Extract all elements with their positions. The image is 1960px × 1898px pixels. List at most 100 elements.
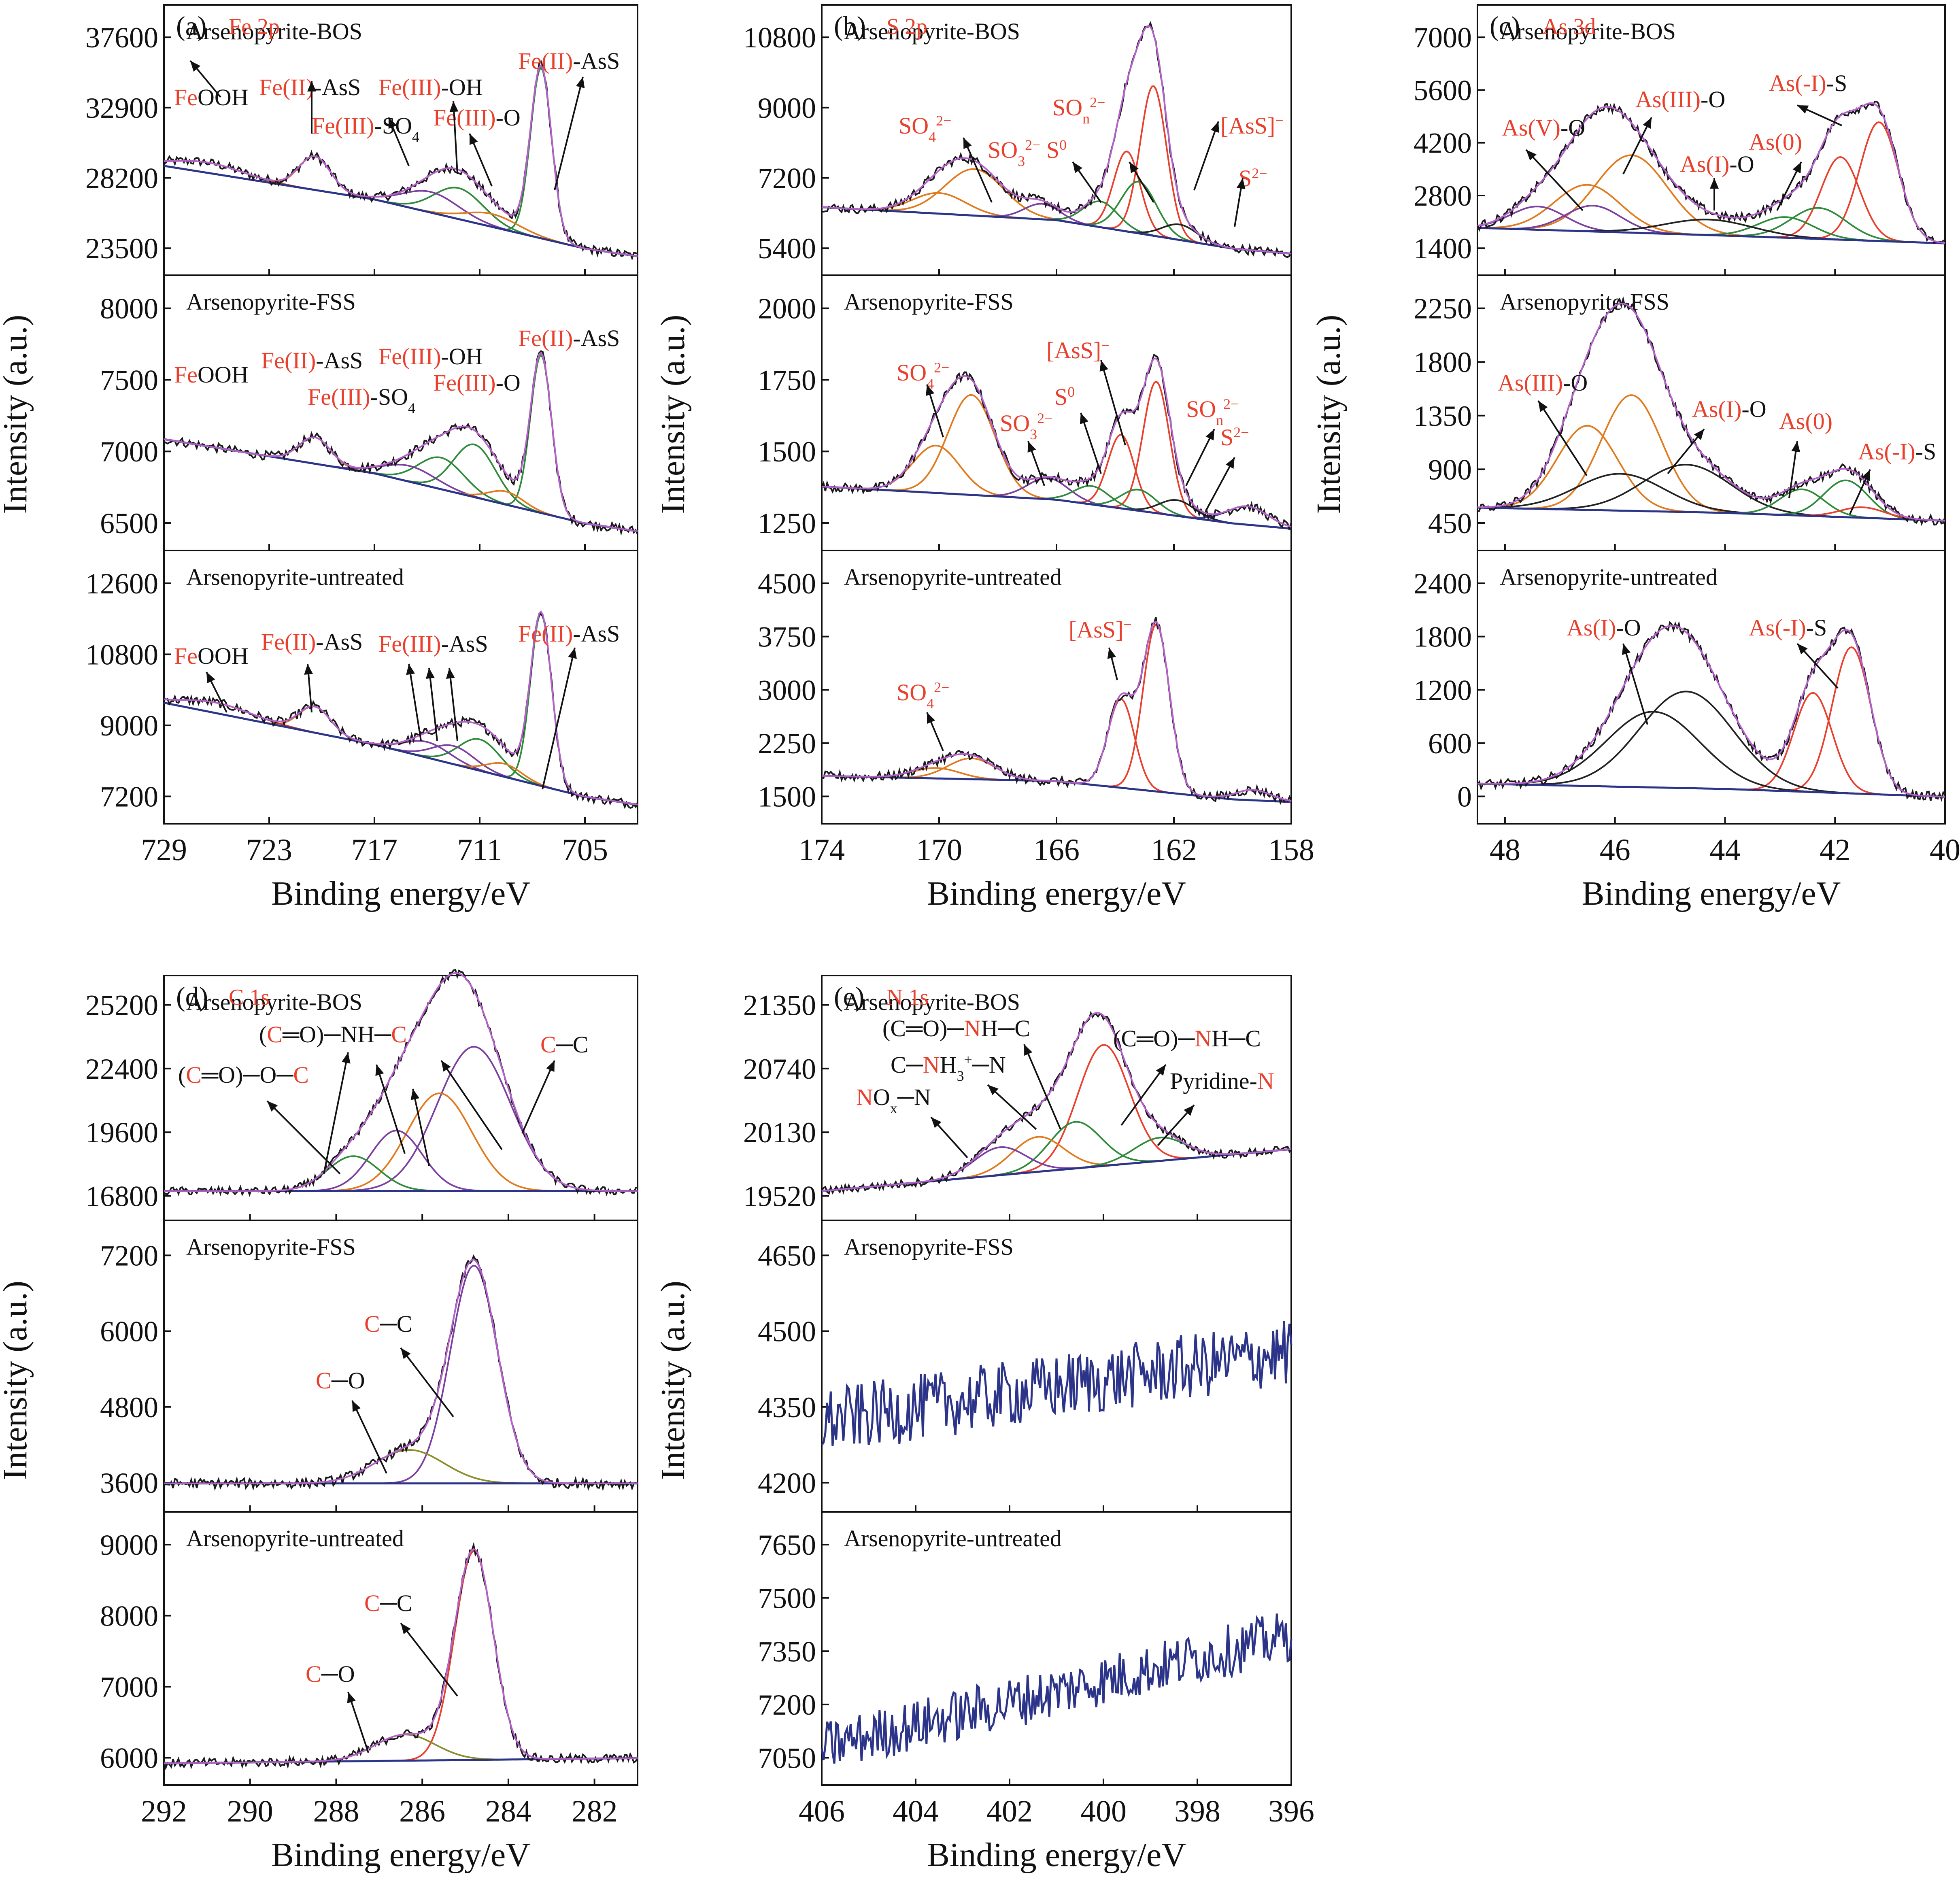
- raw-spectrum: [163, 1542, 638, 1770]
- x-tick-label: 162: [1151, 833, 1197, 867]
- y-tick-label: 1400: [1414, 232, 1472, 265]
- annotation-arrow: [1080, 412, 1102, 474]
- y-tick-label: 5400: [758, 232, 816, 265]
- y-tick-label: 20130: [743, 1116, 816, 1149]
- peak-annotation: Fe(III)-OH: [378, 343, 483, 370]
- annotation-arrow: [1027, 441, 1045, 486]
- panel-c-1: 7000 5600 4200 2800 1400 Arsenopyrite-BOS As(V…: [1414, 4, 1946, 276]
- x-tick-label: 158: [1268, 833, 1314, 867]
- sample-label: Arsenopyrite-BOS: [844, 18, 1020, 45]
- peak-annotation: Fe(II)-AsS: [261, 629, 363, 655]
- y-tick-label: 7650: [758, 1529, 816, 1561]
- sample-label: Arsenopyrite-FSS: [186, 1234, 356, 1260]
- y-tick-label: 7000: [100, 436, 158, 468]
- y-tick-label: 3600: [100, 1467, 158, 1499]
- peak-annotation: As(-I)-S: [1858, 438, 1936, 465]
- sample-label: Arsenopyrite-BOS: [186, 18, 362, 45]
- x-tick-label: 40: [1930, 833, 1960, 867]
- x-tick-label: 44: [1709, 833, 1740, 867]
- annotation-arrow: [323, 1052, 351, 1174]
- x-tick-label: 711: [457, 833, 502, 867]
- x-axis-label: Binding energy/eV: [927, 875, 1186, 912]
- annotation-arrow: [1107, 647, 1118, 680]
- chart-e: 21350207402013019520Arsenopyrite-BOS(C═O…: [654, 975, 1314, 1874]
- y-tick-label: 16800: [85, 1180, 158, 1213]
- annotation-arrow: [930, 1116, 968, 1158]
- y-tick-label: 600: [1428, 727, 1472, 760]
- y-tick-label: 8000: [100, 293, 158, 325]
- y-tick-label: 12600: [85, 567, 158, 600]
- raw-spectrum: [1477, 100, 1945, 244]
- peak-annotation: SO42−: [897, 359, 949, 392]
- x-tick-label: 282: [572, 1794, 618, 1828]
- annotation-arrow: [987, 1084, 1037, 1130]
- y-tick-label: 2250: [758, 727, 816, 760]
- peak-annotation: [AsS]−: [1046, 337, 1110, 363]
- sample-label: Arsenopyrite-FSS: [1500, 289, 1669, 315]
- x-tick-label: 402: [986, 1794, 1033, 1828]
- x-axis-label: Binding energy/eV: [927, 1836, 1186, 1874]
- panel-b-1: 10800 9000 7200 5400 Arsenopyrite-BOS SO42− SO…: [743, 4, 1292, 276]
- y-tick-label: 6000: [100, 1742, 158, 1775]
- peak-annotation: [AsS]−: [1220, 113, 1284, 139]
- y-tick-label: 2800: [1414, 180, 1472, 212]
- panel-letter: (e): [834, 981, 864, 1012]
- sample-label: Arsenopyrite-BOS: [844, 989, 1020, 1015]
- annotation-arrow: [1788, 441, 1801, 498]
- y-tick-label: 1500: [758, 781, 816, 813]
- peak-annotation: As(I)-O: [1680, 151, 1754, 177]
- y-tick-label: 19520: [743, 1180, 816, 1213]
- y-tick-label: 1350: [1414, 400, 1472, 432]
- x-tick-label: 170: [916, 833, 962, 867]
- fit-envelope: [821, 25, 1292, 255]
- annotation-arrow: [375, 1064, 406, 1154]
- y-tick-label: 3750: [758, 621, 816, 653]
- peak-annotation: Fe(II)-AsS: [259, 74, 361, 100]
- panel-d-2: 7200 6000 4800 3600 Arsenopyrite-FSS C─C C─O: [100, 1220, 638, 1513]
- raw-spectrum: [821, 353, 1292, 531]
- panel-a-3: 12600 10800 9000 7200 Arsenopyrite-untreated…: [85, 550, 638, 825]
- peak-annotation: C─NH3+─N: [891, 1052, 1006, 1084]
- peak-annotation: C─C: [540, 1031, 588, 1058]
- peak-annotation: S2−: [1220, 424, 1249, 451]
- annotation-arrow: [1622, 117, 1652, 174]
- annotation-arrow: [446, 667, 458, 741]
- peak-annotation: (C═O)─O─C: [178, 1062, 309, 1088]
- peak-annotation: As(-I)-S: [1769, 70, 1847, 96]
- y-tick-label: 37600: [85, 21, 158, 54]
- peak-annotation: SO32−: [1000, 410, 1052, 442]
- y-axis-label: Intensity (a.u.): [654, 1281, 692, 1480]
- x-tick-label: 400: [1080, 1794, 1127, 1828]
- peak-annotation: As(0): [1749, 129, 1802, 155]
- panel-letter: (b): [834, 11, 866, 41]
- annotation-arrow: [542, 647, 577, 790]
- y-tick-label: 4200: [1414, 127, 1472, 159]
- sample-label: Arsenopyrite-untreated: [186, 1525, 404, 1552]
- x-tick-label: 404: [893, 1794, 939, 1828]
- y-tick-label: 7350: [758, 1635, 816, 1668]
- y-tick-label: 1250: [758, 507, 816, 540]
- annotation-arrow: [554, 77, 585, 191]
- fit-envelope: [164, 972, 638, 1192]
- chart-a: 37600 32900 28200 23500 Arsenopyrite-BOS FeOO…: [0, 4, 638, 912]
- background-line: [164, 701, 638, 806]
- y-tick-label: 21350: [743, 989, 816, 1022]
- annotation-arrow: [1185, 429, 1215, 486]
- x-tick-label: 288: [313, 1794, 359, 1828]
- y-tick-label: 19600: [85, 1116, 158, 1149]
- x-tick-label: 729: [141, 833, 187, 867]
- y-tick-label: 7500: [758, 1582, 816, 1615]
- x-axis-label: Binding energy/eV: [1582, 875, 1841, 912]
- x-tick-label: 717: [351, 833, 398, 867]
- sample-label: Arsenopyrite-untreated: [186, 564, 404, 590]
- peak-annotation: Fe(III)-O: [433, 104, 521, 131]
- annotation-arrow: [351, 1400, 387, 1474]
- annotation-arrow: [425, 667, 438, 741]
- y-tick-label: 9000: [100, 710, 158, 742]
- annotation-arrow: [449, 101, 459, 174]
- annotation-arrow: [206, 672, 227, 713]
- peak-annotation: (C═O)─NH─C: [1113, 1025, 1261, 1052]
- annotation-arrow: [388, 117, 410, 166]
- peak-annotation: S0: [1054, 384, 1075, 410]
